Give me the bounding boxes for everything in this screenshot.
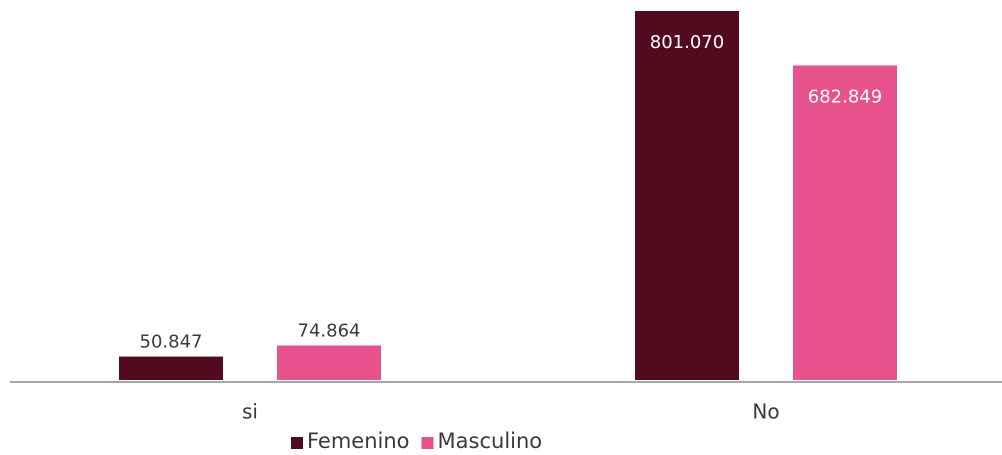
data-label: 682.849 xyxy=(808,86,882,107)
bar xyxy=(119,356,223,380)
x-tick-label: No xyxy=(752,400,779,424)
legend-label: Masculino xyxy=(438,429,543,453)
legend-swatch xyxy=(421,437,434,449)
x-tick-label: si xyxy=(242,400,258,424)
legend-swatch xyxy=(291,437,303,449)
bar xyxy=(635,11,739,380)
legend-label: Femenino xyxy=(307,429,410,453)
data-label: 50.847 xyxy=(140,332,203,353)
bar xyxy=(277,345,381,380)
bar xyxy=(793,65,897,380)
data-label: 74.864 xyxy=(298,321,361,342)
data-label: 801.070 xyxy=(650,32,724,53)
